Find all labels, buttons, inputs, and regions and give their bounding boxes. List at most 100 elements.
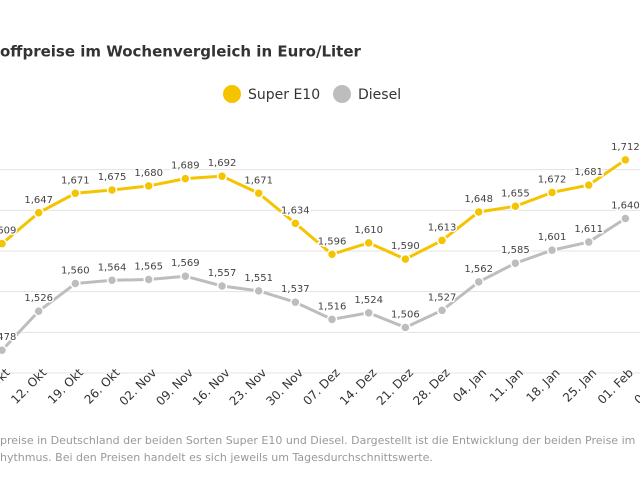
data-point bbox=[70, 188, 81, 199]
data-label: 1,672 bbox=[538, 174, 567, 185]
data-point bbox=[620, 213, 631, 224]
data-point bbox=[33, 305, 44, 317]
x-tick-label: 08. Feb bbox=[632, 366, 640, 407]
legend-label: Super E10 bbox=[248, 87, 320, 103]
x-tick-label: 02. Nov bbox=[117, 366, 160, 409]
data-point bbox=[583, 236, 594, 248]
data-label: 1,569 bbox=[171, 258, 200, 269]
x-tick-label: 28. Dez bbox=[410, 366, 452, 408]
x-tick-label: 04. Jan bbox=[450, 366, 489, 405]
data-point bbox=[473, 276, 484, 288]
data-point bbox=[473, 206, 484, 218]
data-point bbox=[216, 170, 228, 182]
data-label: 1,506 bbox=[391, 309, 420, 320]
series-line bbox=[1, 158, 627, 261]
data-point bbox=[253, 285, 264, 297]
x-tick-label: 07. Dez bbox=[300, 366, 342, 408]
chart-title: offpreise im Wochenvergleich in Euro/Lit… bbox=[0, 43, 361, 61]
data-point bbox=[106, 184, 118, 196]
legend-swatch bbox=[333, 85, 351, 103]
data-label: 1,585 bbox=[501, 245, 530, 256]
data-point bbox=[70, 278, 81, 289]
data-point bbox=[143, 274, 154, 285]
data-point bbox=[400, 322, 411, 333]
data-point bbox=[180, 270, 191, 282]
data-label: 1,655 bbox=[501, 188, 530, 199]
x-tick-label: 26. Okt bbox=[82, 365, 123, 406]
data-point bbox=[326, 249, 338, 260]
x-tick-label: 23. Nov bbox=[227, 366, 270, 409]
data-point bbox=[510, 201, 521, 212]
data-label: 1,647 bbox=[24, 195, 53, 206]
x-tick-label: 25. Jan bbox=[560, 366, 599, 405]
data-label: 1,609 bbox=[0, 226, 16, 237]
data-label: 1,601 bbox=[538, 232, 567, 243]
series-line bbox=[0, 217, 627, 352]
data-point bbox=[143, 180, 154, 192]
data-label: 1,611 bbox=[574, 224, 603, 235]
data-point bbox=[620, 154, 631, 166]
data-point bbox=[326, 314, 338, 325]
data-label: 1,692 bbox=[208, 158, 237, 169]
data-label: 1,648 bbox=[464, 194, 493, 205]
data-point bbox=[400, 253, 411, 265]
x-tick-label: 18. Jan bbox=[523, 366, 562, 405]
data-point bbox=[216, 280, 228, 292]
data-label: 1,478 bbox=[0, 332, 16, 343]
data-label: 1,613 bbox=[428, 222, 457, 233]
legend-label: Diesel bbox=[358, 87, 401, 103]
x-tick-label: 16. Nov bbox=[190, 366, 233, 409]
data-label: 1,590 bbox=[391, 241, 420, 252]
data-label: 1,516 bbox=[318, 301, 347, 312]
x-tick-label: 21. Dez bbox=[374, 366, 416, 408]
data-point bbox=[0, 238, 8, 249]
x-tick-label: 12. Okt bbox=[8, 365, 49, 406]
data-point bbox=[546, 244, 558, 256]
data-label: 1,610 bbox=[354, 225, 383, 236]
x-tick-label: 30. Nov bbox=[263, 366, 306, 409]
note: hythmus. Bei den Preisen handelt es sich… bbox=[0, 451, 433, 464]
data-point bbox=[106, 275, 118, 286]
data-label: 1,712 bbox=[611, 142, 640, 153]
data-point bbox=[0, 344, 8, 356]
data-label: 1,671 bbox=[244, 175, 273, 186]
data-label: 1,564 bbox=[98, 262, 127, 273]
data-label: 1,560 bbox=[61, 266, 90, 277]
data-label: 1,681 bbox=[574, 167, 603, 178]
data-label: 1,526 bbox=[24, 293, 53, 304]
data-label: 1,596 bbox=[318, 236, 347, 247]
note: preise in Deutschland der beiden Sorten … bbox=[0, 434, 635, 447]
data-point bbox=[180, 173, 191, 184]
data-point bbox=[583, 179, 594, 191]
data-label: 1,565 bbox=[134, 261, 163, 272]
data-point bbox=[436, 305, 448, 316]
data-point bbox=[290, 218, 301, 229]
x-tick-label: 19. Okt bbox=[45, 365, 86, 406]
data-label: 1,557 bbox=[208, 268, 237, 279]
data-label: 1,675 bbox=[98, 172, 127, 183]
data-point bbox=[436, 235, 448, 246]
data-label: 1,551 bbox=[244, 273, 273, 284]
data-point bbox=[363, 307, 374, 319]
data-label: 1,680 bbox=[134, 168, 163, 179]
x-tick-label: 11. Jan bbox=[487, 366, 526, 405]
data-label: 1,689 bbox=[171, 161, 200, 172]
x-tick-label: 09. Nov bbox=[153, 366, 196, 409]
data-label: 1,562 bbox=[464, 264, 493, 275]
data-point bbox=[253, 188, 264, 199]
data-point bbox=[546, 187, 558, 198]
data-point bbox=[33, 207, 44, 219]
data-point bbox=[363, 237, 374, 249]
data-label: 1,527 bbox=[428, 292, 457, 303]
data-label: 1,634 bbox=[281, 205, 310, 216]
legend-swatch bbox=[223, 85, 241, 103]
data-point bbox=[510, 257, 521, 269]
data-point bbox=[290, 296, 301, 308]
data-label: 1,524 bbox=[354, 295, 383, 306]
x-tick-label: 14. Dez bbox=[337, 366, 379, 408]
data-label: 1,640 bbox=[611, 200, 640, 211]
data-label: 1,537 bbox=[281, 284, 310, 295]
x-tick-label: 01. Feb bbox=[595, 366, 636, 407]
